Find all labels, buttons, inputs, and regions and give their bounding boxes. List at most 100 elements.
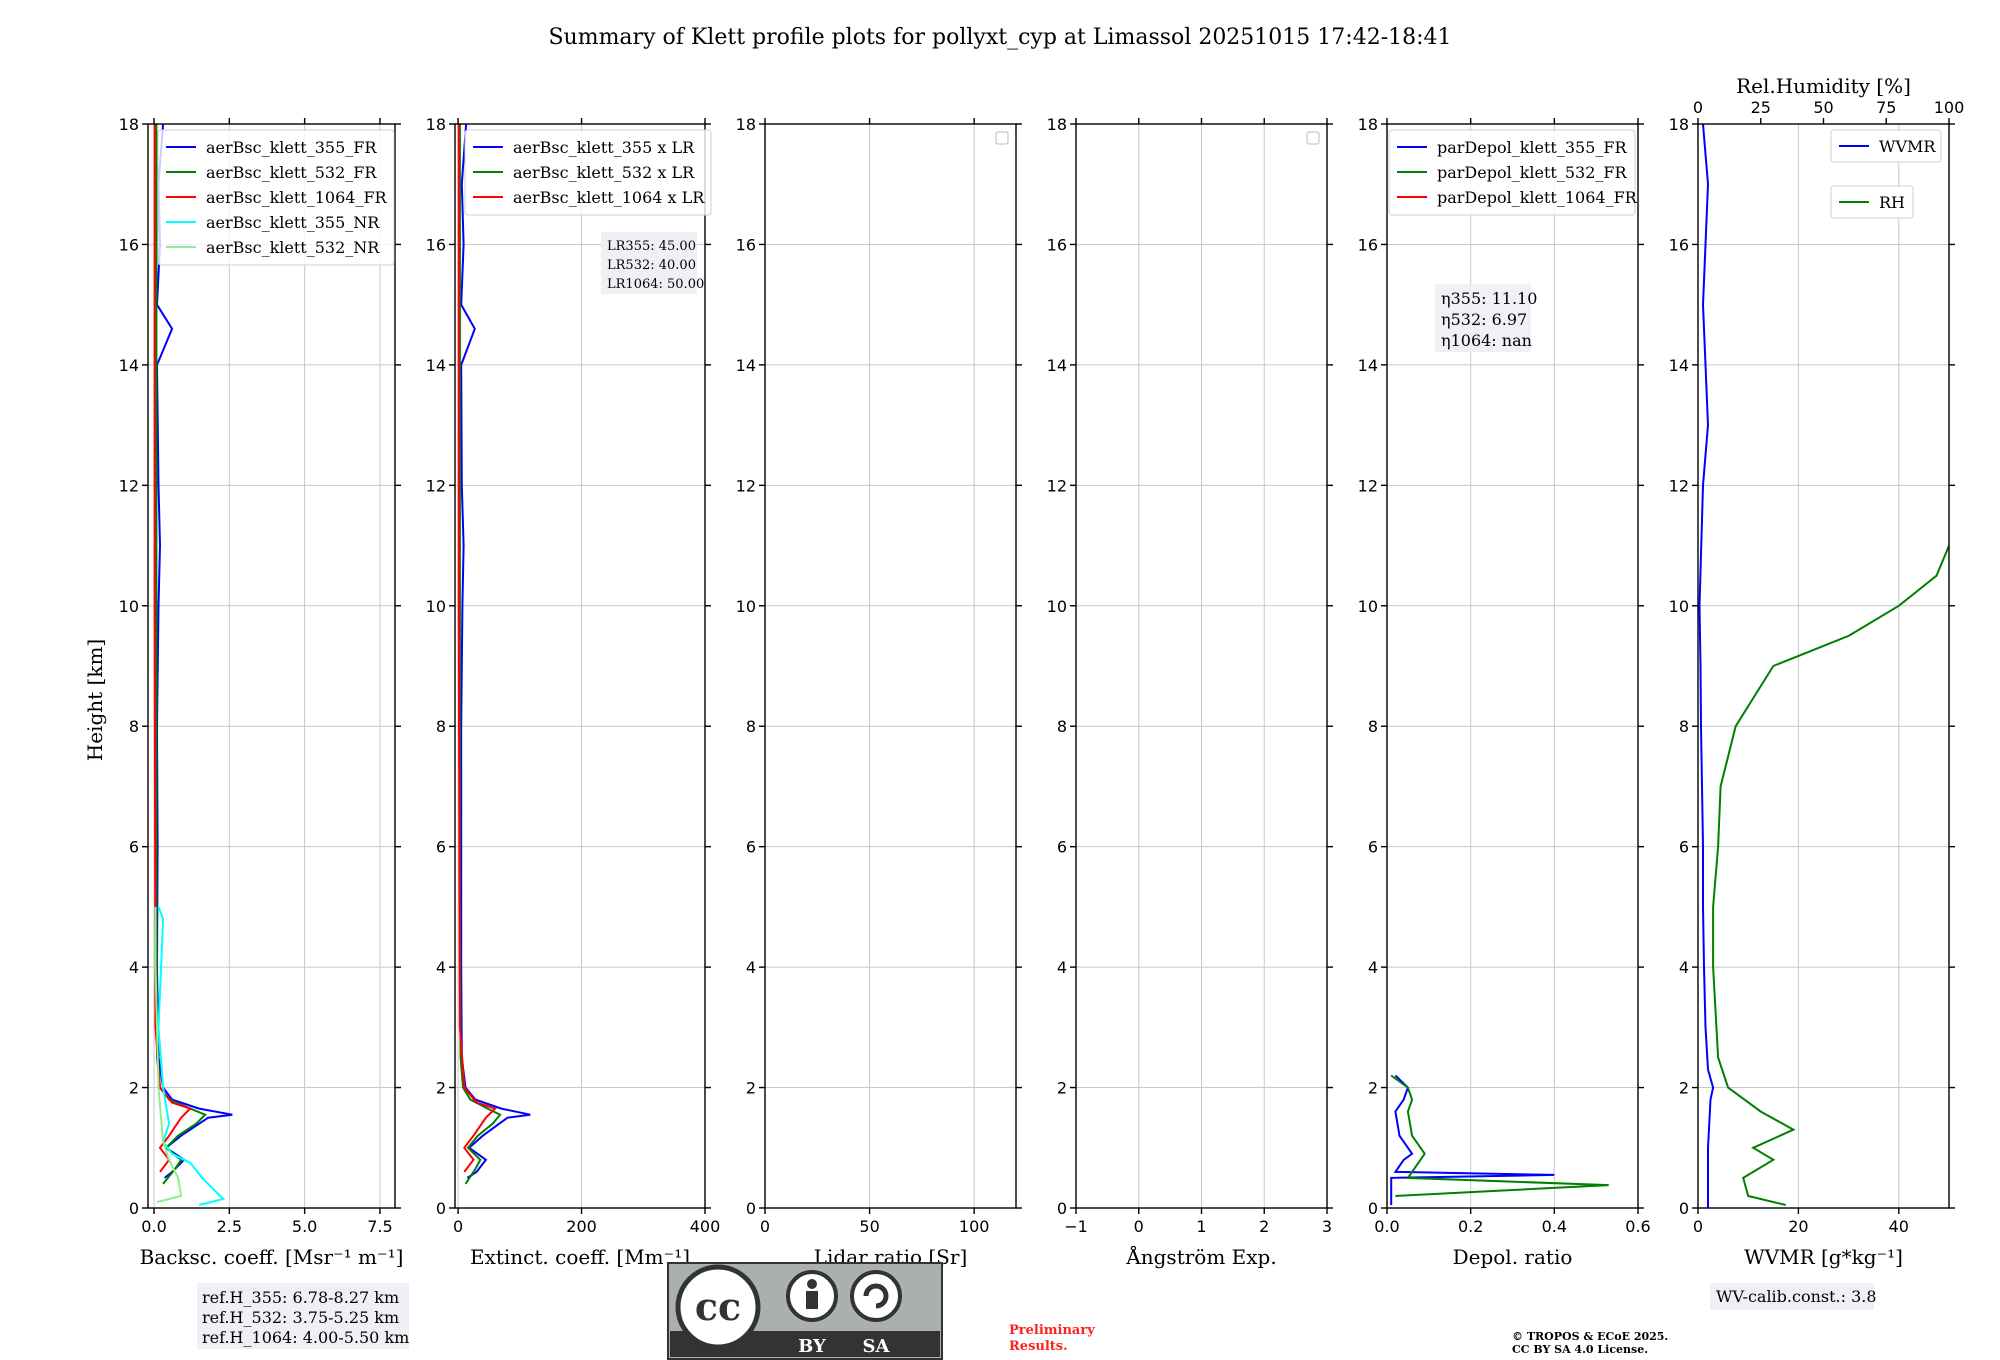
eta-note: η355: 11.10 η532: 6.97 η1064: nan — [1435, 284, 1537, 352]
xtick-label: 0 — [1693, 1217, 1703, 1236]
ytick-label: 18 — [1669, 115, 1689, 134]
eta-note-line: η355: 11.10 — [1441, 289, 1537, 308]
ytick-label: 6 — [1679, 838, 1689, 857]
ytick-label: 16 — [1047, 235, 1067, 254]
x2tick-label: 25 — [1751, 98, 1771, 117]
xtick-label: 0 — [760, 1217, 770, 1236]
xtick-label: −1 — [1064, 1217, 1088, 1236]
wv-calib-bg — [1710, 1283, 1874, 1310]
ytick-label: 2 — [1679, 1079, 1689, 1098]
legend-entry: aerBsc_klett_532 x LR — [513, 163, 695, 182]
ytick-label: 2 — [1368, 1079, 1378, 1098]
ytick-label: 2 — [436, 1079, 446, 1098]
x2tick-label: 50 — [1813, 98, 1833, 117]
empty-legend-box — [1306, 131, 1320, 145]
copyright-line1: © TROPOS & ECoE 2025. — [1512, 1330, 1668, 1343]
ytick-label: 8 — [1368, 717, 1378, 736]
ytick-label: 0 — [1679, 1199, 1689, 1218]
ref-height-box: ref.H_355: 6.78-8.27 km ref.H_532: 3.75-… — [197, 1283, 409, 1349]
ytick-label: 10 — [1047, 597, 1067, 616]
xtick-label: 0.4 — [1542, 1217, 1567, 1236]
ytick-label: 16 — [119, 235, 139, 254]
figure-title: Summary of Klett profile plots for polly… — [548, 25, 1451, 50]
ytick-label: 2 — [129, 1079, 139, 1098]
by-label: BY — [798, 1336, 827, 1357]
by-person-head-icon — [807, 1279, 817, 1289]
ytick-label: 16 — [1358, 235, 1378, 254]
ytick-label: 6 — [1057, 838, 1067, 857]
legend-entry: parDepol_klett_355_FR — [1437, 138, 1628, 157]
ytick-label: 6 — [1368, 838, 1378, 857]
ytick-label: 4 — [129, 958, 139, 977]
ref-height-532: ref.H_532: 3.75-5.25 km — [202, 1308, 399, 1327]
legend-box-wvmr — [1830, 129, 1942, 163]
ytick-label: 14 — [1669, 356, 1689, 375]
series-line-pardepol-klett-532-fr — [1390, 1074, 1609, 1197]
panel-depol: 0 2 4 6 8 10 12 14 16 18 0.0 0.2 0.4 0.6 Depol. ratio p… — [1358, 115, 1651, 1269]
ytick-label: 18 — [119, 115, 139, 134]
x-axis-label: Extinct. coeff. [Mm⁻¹] — [470, 1245, 690, 1269]
ytick-label: 16 — [426, 235, 446, 254]
xtick-label: 0 — [1134, 1217, 1144, 1236]
series-line-wvmr — [1698, 124, 1715, 1208]
ytick-label: 8 — [436, 717, 446, 736]
ytick-label: 12 — [119, 476, 139, 495]
empty-legend-box — [995, 131, 1009, 145]
ytick-label: 18 — [1358, 115, 1378, 134]
xtick-label: 0.2 — [1458, 1217, 1483, 1236]
legend-entry: parDepol_klett_1064_FR — [1437, 188, 1638, 207]
legend: parDepol_klett_355_FR parDepol_klett_532_… — [1388, 129, 1638, 216]
ytick-label: 4 — [1368, 958, 1378, 977]
legend-entry: parDepol_klett_532_FR — [1437, 163, 1628, 182]
series-line-aerbsc-klett-1064-fr — [153, 124, 193, 1173]
ytick-label: 18 — [1047, 115, 1067, 134]
panel-backscatter: 0 2 4 6 8 10 12 14 16 18 0.0 2.5 5.0 7.5 Backsc. coeff… — [119, 115, 404, 1269]
x2-axis-label: Rel.Humidity [%] — [1736, 74, 1911, 98]
legend: WVMR RH — [1830, 129, 1942, 219]
ytick-label: 10 — [1669, 597, 1689, 616]
xtick-label: 0.0 — [141, 1217, 166, 1236]
ytick-label: 8 — [1057, 717, 1067, 736]
ytick-label: 8 — [129, 717, 139, 736]
ref-height-1064: ref.H_1064: 4.00-5.50 km — [202, 1328, 409, 1347]
ytick-label: 14 — [426, 356, 446, 375]
ytick-label: 2 — [746, 1079, 756, 1098]
xtick-label: 1 — [1196, 1217, 1206, 1236]
cc-by-sa-badge: cc BY SA — [667, 1262, 943, 1360]
series-line-aerbsc-klett-355-x-lr — [460, 124, 531, 1179]
legend-box — [157, 129, 395, 266]
series-line-pardepol-klett-355-fr — [1390, 1074, 1555, 1205]
ytick-label: 4 — [746, 958, 756, 977]
ytick-label: 4 — [436, 958, 446, 977]
legend-entry: aerBsc_klett_532_FR — [206, 163, 377, 182]
eta-note-bg — [1435, 284, 1531, 352]
ytick-label: 12 — [1669, 476, 1689, 495]
ytick-label: 12 — [736, 476, 756, 495]
ytick-label: 4 — [1679, 958, 1689, 977]
ytick-label: 18 — [736, 115, 756, 134]
xtick-label: 20 — [1788, 1217, 1808, 1236]
ytick-label: 10 — [1358, 597, 1378, 616]
axes-frame — [454, 123, 706, 1209]
ytick-label: 14 — [1358, 356, 1378, 375]
wv-calib-text: WV-calib.const.: 3.8 — [1716, 1287, 1877, 1306]
xtick-label: 0.6 — [1625, 1217, 1650, 1236]
xtick-label: 7.5 — [367, 1217, 392, 1236]
ytick-label: 14 — [1047, 356, 1067, 375]
eta-note-line: η1064: nan — [1441, 331, 1532, 350]
legend-box — [464, 129, 712, 216]
ytick-label: 0 — [1057, 1199, 1067, 1218]
series-line-aerbsc-klett-532-nr — [154, 906, 183, 1203]
legend-entry: aerBsc_klett_355_NR — [206, 213, 380, 232]
legend-entry: aerBsc_klett_355 x LR — [513, 138, 695, 157]
ytick-label: 4 — [1057, 958, 1067, 977]
xtick-label: 2.5 — [217, 1217, 242, 1236]
legend-entry: aerBsc_klett_1064 x LR — [513, 188, 705, 207]
ytick-label: 10 — [119, 597, 139, 616]
xtick-label: 5.0 — [292, 1217, 317, 1236]
sa-share-icon — [850, 1270, 902, 1322]
ytick-label: 0 — [436, 1199, 446, 1218]
axes-frame — [764, 123, 1017, 1209]
